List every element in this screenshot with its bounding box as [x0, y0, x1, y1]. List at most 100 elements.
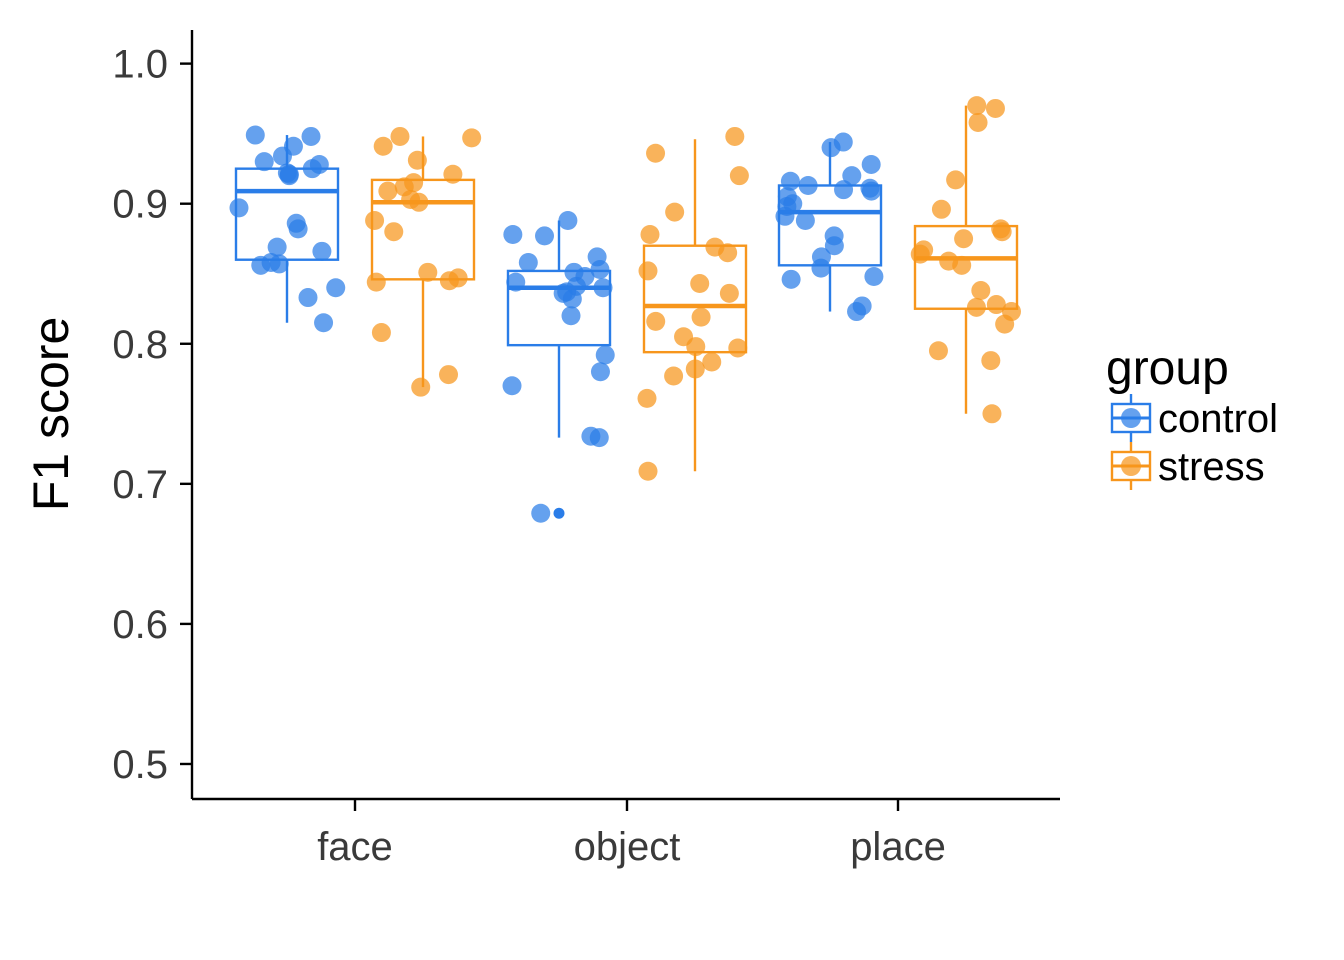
legend-key-point	[1121, 456, 1141, 476]
stress-data-point	[439, 271, 459, 291]
stress-data-point	[646, 143, 666, 163]
stress-data-point	[995, 314, 1015, 334]
control-data-point	[245, 125, 265, 145]
stress-data-point	[390, 126, 410, 146]
control-data-point	[535, 226, 555, 246]
y-tick-label: 0.9	[112, 183, 168, 227]
stress-data-point	[686, 337, 706, 357]
stress-data-point	[411, 377, 431, 397]
stress-data-point	[366, 272, 386, 292]
control-data-point	[558, 210, 578, 230]
legend-entry-stress: stress	[1110, 442, 1265, 490]
stress-data-point	[371, 323, 391, 343]
control-data-point	[589, 428, 609, 448]
stress-data-point	[968, 112, 988, 132]
y-tick-label: 0.7	[112, 463, 168, 507]
control-data-point	[595, 345, 615, 365]
stress-data-point	[646, 311, 666, 331]
stress-box-object	[642, 139, 748, 472]
stress-data-point	[910, 244, 930, 264]
stress-data-point	[462, 128, 482, 148]
control-data-point	[314, 313, 334, 333]
stress-data-point	[637, 388, 657, 408]
y-tick-label: 0.8	[112, 323, 168, 367]
plot-area	[229, 96, 1021, 523]
control-data-point	[251, 255, 271, 275]
control-data-point	[267, 237, 287, 257]
stress-data-point	[638, 261, 658, 281]
x-tick-label: object	[574, 825, 681, 869]
stress-data-point	[702, 352, 722, 372]
stress-data-point	[719, 283, 739, 303]
y-tick-label: 1.0	[112, 43, 168, 87]
control-box-object	[506, 220, 612, 519]
stress-data-point	[728, 338, 748, 358]
stress-data-point	[638, 461, 658, 481]
control-data-point	[502, 376, 522, 396]
legend-label: control	[1158, 397, 1278, 441]
control-data-point	[298, 288, 318, 308]
control-data-point	[326, 278, 346, 298]
stress-data-point	[954, 229, 974, 249]
y-tick-label: 0.6	[112, 603, 168, 647]
control-data-point	[824, 236, 844, 256]
legend-label: stress	[1158, 445, 1265, 489]
stress-data-point	[718, 243, 738, 263]
stress-data-point	[729, 166, 749, 186]
legend-key-point	[1121, 408, 1141, 428]
control-data-point	[795, 210, 815, 230]
stress-data-point	[418, 262, 438, 282]
legend-entry-control: control	[1110, 394, 1278, 442]
stress-data-point	[378, 181, 398, 201]
iqr-box	[506, 269, 612, 347]
control-data-point	[288, 219, 308, 239]
control-data-point	[593, 278, 613, 298]
y-axis-title: F1 score	[23, 317, 79, 512]
stress-data-point	[981, 351, 1001, 371]
stress-data-point	[725, 126, 745, 146]
stress-data-point	[365, 210, 385, 230]
stress-data-point	[640, 225, 660, 245]
stress-data-point	[931, 199, 951, 219]
control-data-point	[531, 503, 551, 523]
stress-data-point	[685, 359, 705, 379]
stress-data-point	[966, 297, 986, 317]
stress-data-point	[967, 96, 987, 116]
control-data-point	[798, 175, 818, 195]
stress-data-point	[665, 202, 685, 222]
stress-data-point	[691, 307, 711, 327]
legend-title: group	[1106, 342, 1229, 395]
control-data-point	[861, 154, 881, 174]
stress-data-point	[439, 365, 459, 385]
control-data-point	[269, 254, 289, 274]
control-data-point	[279, 166, 299, 186]
x-tick-label: place	[850, 825, 946, 869]
control-data-point	[302, 159, 322, 179]
stress-data-point	[952, 255, 972, 275]
control-data-point	[301, 126, 321, 146]
control-data-point	[506, 272, 526, 292]
control-data-point	[861, 181, 881, 201]
outlier-point	[553, 507, 565, 519]
control-data-point	[590, 260, 610, 280]
control-data-point	[842, 166, 862, 186]
stress-data-point	[986, 295, 1006, 315]
stress-data-point	[443, 164, 463, 184]
control-data-point	[312, 241, 332, 261]
stress-data-point	[690, 274, 710, 294]
iqr-box	[913, 224, 1019, 310]
control-data-point	[834, 180, 854, 200]
control-data-point	[775, 206, 795, 226]
control-data-point	[811, 258, 831, 278]
axes: 0.5 0.6 0.7 0.8 0.9 1.0 face object place	[112, 30, 1060, 869]
control-data-point	[561, 306, 581, 326]
stress-data-point	[384, 222, 404, 242]
stress-data-point	[928, 341, 948, 361]
control-data-point	[864, 267, 884, 287]
control-data-point	[781, 269, 801, 289]
control-data-point	[590, 362, 610, 382]
stress-data-point	[985, 98, 1005, 118]
control-data-point	[272, 146, 292, 166]
stress-data-point	[982, 404, 1002, 424]
